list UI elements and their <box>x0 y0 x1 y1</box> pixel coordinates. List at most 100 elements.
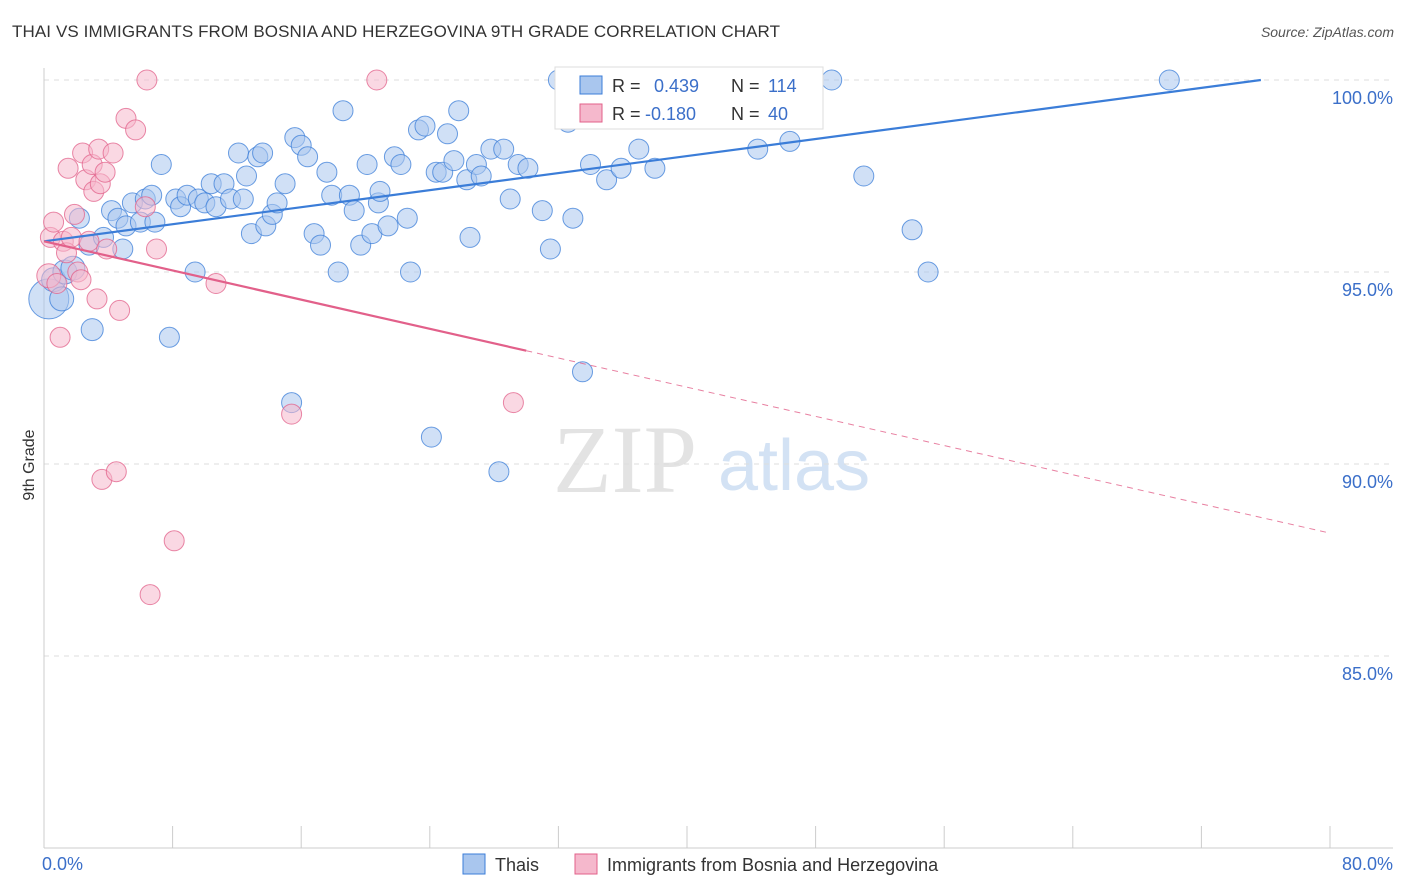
chart-title: THAI VS IMMIGRANTS FROM BOSNIA AND HERZE… <box>12 22 781 41</box>
y-axis-title: 9th Grade <box>21 429 38 500</box>
point-thais <box>821 69 843 91</box>
point-bosnia <box>86 288 108 310</box>
point-bosnia <box>146 238 167 260</box>
point-thais <box>493 138 515 160</box>
point-thais <box>396 207 418 229</box>
point-thais <box>274 173 296 195</box>
point-bosnia <box>134 196 156 218</box>
point-thais <box>150 154 172 175</box>
stats-n-label-bosnia: N = <box>731 104 760 124</box>
point-bosnia <box>57 157 79 179</box>
chart-source: Source: ZipAtlas.com <box>1260 24 1394 40</box>
gridlines: 85.0% 90.0% 95.0% 100.0% <box>44 79 1393 684</box>
point-bosnia <box>105 461 127 483</box>
point-thais <box>356 154 378 175</box>
legend-label-thais: Thais <box>495 855 539 875</box>
point-thais <box>80 318 104 342</box>
stats-legend: R = 0.439 N = 114 R = -0.180 N = 40 <box>554 66 824 130</box>
point-thais <box>297 146 319 168</box>
point-bosnia <box>64 203 85 225</box>
point-thais <box>747 138 769 160</box>
stats-legend-swatch-thais <box>579 75 603 95</box>
stats-n-value-thais: 114 <box>768 76 797 96</box>
point-bosnia <box>94 161 116 183</box>
x-tick-label-min: 0.0% <box>42 854 83 874</box>
point-thais <box>596 169 618 191</box>
stats-n-value-bosnia: 40 <box>768 104 788 124</box>
trend-line-thais <box>43 78 1262 243</box>
point-bosnia <box>49 326 71 348</box>
point-thais <box>644 157 666 179</box>
point-thais <box>266 192 288 214</box>
point-thais <box>580 154 601 175</box>
stats-r-value-thais: 0.439 <box>654 76 699 96</box>
point-bosnia <box>125 119 147 141</box>
legend-label-bosnia: Immigrants from Bosnia and Herzegovina <box>607 855 939 875</box>
y-tick-label: 85.0% <box>1342 664 1393 684</box>
point-thais <box>236 165 257 187</box>
stats-legend-swatch-bosnia <box>579 103 603 123</box>
point-bosnia <box>366 69 388 91</box>
point-thais <box>853 165 875 187</box>
point-thais <box>228 142 249 164</box>
y-tick-label: 100.0% <box>1332 88 1393 108</box>
point-thais <box>628 138 650 160</box>
point-bosnia <box>136 69 158 91</box>
point-thais <box>184 261 206 283</box>
point-thais <box>437 123 458 145</box>
point-thais <box>390 154 412 175</box>
point-thais <box>539 238 561 260</box>
point-thais <box>448 100 470 122</box>
legend-swatch-thais <box>462 853 486 875</box>
point-thais <box>499 188 521 210</box>
point-thais <box>459 226 481 248</box>
point-thais <box>252 142 274 164</box>
y-tick-label: 90.0% <box>1342 472 1393 492</box>
point-bosnia <box>502 392 524 414</box>
point-thais <box>316 161 338 183</box>
point-bosnia <box>139 584 161 606</box>
bottom-legend: Thais Immigrants from Bosnia and Herzego… <box>462 853 939 875</box>
series-bosnia-points <box>36 69 524 606</box>
point-thais <box>572 361 593 383</box>
point-thais <box>470 165 492 187</box>
point-thais <box>443 150 465 172</box>
point-thais <box>531 200 553 222</box>
point-thais <box>610 157 632 179</box>
point-thais <box>901 219 923 241</box>
stats-n-label-thais: N = <box>731 76 760 96</box>
stats-r-value-bosnia: -0.180 <box>645 104 696 124</box>
stats-r-label-thais: R = <box>612 76 641 96</box>
point-thais <box>414 115 436 137</box>
point-thais <box>310 234 331 256</box>
point-thais <box>377 215 399 237</box>
point-thais <box>327 261 349 283</box>
point-thais <box>343 200 365 222</box>
point-bosnia <box>46 273 68 294</box>
point-thais <box>1158 69 1180 91</box>
point-thais <box>158 326 180 348</box>
watermark-atlas: atlas <box>718 426 870 506</box>
point-bosnia <box>102 142 124 164</box>
point-thais <box>488 461 510 483</box>
trend-line-bosnia-extrapolated <box>526 350 1331 534</box>
trend-lines <box>43 78 1331 534</box>
stats-r-label-bosnia: R = <box>612 104 641 124</box>
x-tick-label-max: 80.0% <box>1342 854 1393 874</box>
point-bosnia <box>281 403 303 425</box>
point-bosnia <box>205 273 227 294</box>
point-thais <box>517 157 539 179</box>
point-thais <box>332 100 354 122</box>
point-thais <box>562 207 584 229</box>
point-bosnia <box>70 269 92 291</box>
point-thais <box>917 261 939 283</box>
axes <box>43 68 1393 849</box>
point-bosnia <box>109 299 131 321</box>
watermark-zip: ZIP <box>553 406 697 513</box>
point-bosnia <box>163 530 185 552</box>
point-thais <box>400 261 421 283</box>
trend-line-bosnia <box>43 240 527 352</box>
point-bosnia <box>43 211 65 233</box>
y-tick-label: 95.0% <box>1342 280 1393 300</box>
